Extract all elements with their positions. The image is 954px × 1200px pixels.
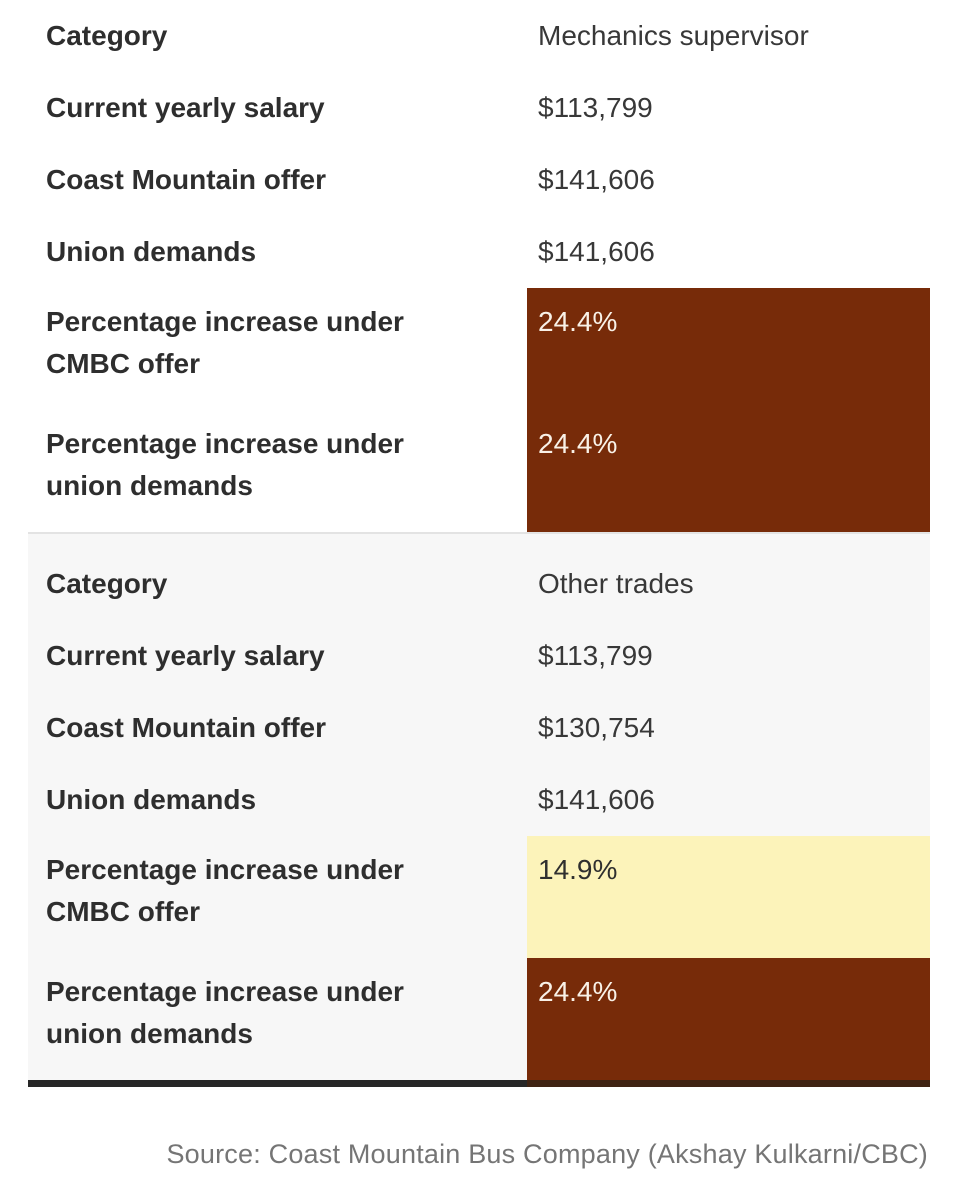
row-value: $130,754 bbox=[538, 712, 655, 743]
table-row: Coast Mountain offer $130,754 bbox=[28, 692, 930, 764]
table-row: Current yearly salary $113,799 bbox=[28, 72, 930, 144]
table-row: Percentage increase under CMBC offer 14.… bbox=[28, 836, 930, 958]
table-row: Category Other trades bbox=[28, 548, 930, 620]
row-label: Current yearly salary bbox=[46, 640, 325, 671]
row-label: Union demands bbox=[46, 236, 257, 267]
row-label: Union demands bbox=[46, 784, 257, 815]
bottom-border-value-segment bbox=[527, 1080, 930, 1087]
salary-comparison-table: Category Mechanics supervisor Current ye… bbox=[28, 0, 930, 1087]
row-label: Current yearly salary bbox=[46, 92, 325, 123]
table-bottom-border bbox=[28, 1080, 930, 1087]
table-row: Category Mechanics supervisor bbox=[28, 0, 930, 72]
row-value: $141,606 bbox=[538, 164, 655, 195]
table-row: Union demands $141,606 bbox=[28, 764, 930, 836]
bottom-border-label-segment bbox=[28, 1080, 527, 1087]
table-row: Current yearly salary $113,799 bbox=[28, 620, 930, 692]
category-card-mechanics-supervisor: Category Mechanics supervisor Current ye… bbox=[28, 0, 930, 532]
row-value: Mechanics supervisor bbox=[538, 20, 809, 51]
row-label: Percentage increase under CMBC offer bbox=[46, 306, 404, 379]
table-row: Union demands $141,606 bbox=[28, 216, 930, 288]
row-label: Category bbox=[46, 20, 168, 51]
row-value: 24.4% bbox=[527, 288, 930, 410]
row-label: Percentage increase under union demands bbox=[46, 976, 404, 1049]
row-value: Other trades bbox=[538, 568, 694, 599]
table-row: Percentage increase under union demands … bbox=[28, 410, 930, 532]
table-row: Percentage increase under union demands … bbox=[28, 958, 930, 1080]
source-credit: Source: Coast Mountain Bus Company (Aksh… bbox=[166, 1139, 928, 1169]
row-value: $113,799 bbox=[538, 92, 653, 123]
row-label: Coast Mountain offer bbox=[46, 164, 326, 195]
row-label: Coast Mountain offer bbox=[46, 712, 326, 743]
row-value: 14.9% bbox=[527, 836, 930, 958]
row-label: Percentage increase under union demands bbox=[46, 428, 404, 501]
row-value: 24.4% bbox=[527, 958, 930, 1080]
category-card-other-trades: Category Other trades Current yearly sal… bbox=[28, 532, 930, 1080]
row-label: Percentage increase under CMBC offer bbox=[46, 854, 404, 927]
row-value: 24.4% bbox=[527, 410, 930, 532]
row-value: $141,606 bbox=[538, 784, 655, 815]
row-label: Category bbox=[46, 568, 168, 599]
table-row: Percentage increase under CMBC offer 24.… bbox=[28, 288, 930, 410]
table-row: Coast Mountain offer $141,606 bbox=[28, 144, 930, 216]
row-value: $141,606 bbox=[538, 236, 655, 267]
row-value: $113,799 bbox=[538, 640, 653, 671]
